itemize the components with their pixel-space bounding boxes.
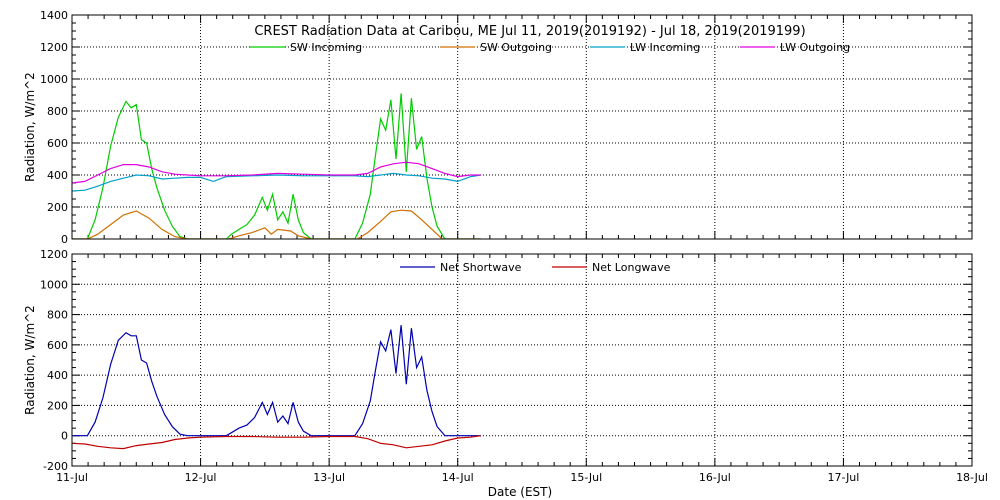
series-lw-outgoing-line (72, 161, 481, 184)
top-y-tick-label: 1000 (40, 73, 68, 86)
top-y-tick-label: 800 (47, 105, 68, 118)
x-axis-tick-labels: 11-Jul 12-Jul 13-Jul 14-Jul 15-Jul 16-Jul 17-J… (56, 471, 988, 484)
bottom-legend: Net Shortwave Net Longwave (400, 261, 671, 274)
series-sw-incoming-line (72, 93, 481, 239)
bottom-y-tick-label: 1200 (40, 248, 68, 261)
series-sw-outgoing-line (72, 209, 481, 239)
bottom-y-tick-label: 600 (47, 339, 68, 352)
x-tick-label: 11-Jul (56, 471, 88, 484)
x-tick-label: 14-Jul (442, 471, 474, 484)
series-lw-incoming-line (72, 172, 481, 192)
x-tick-label: 16-Jul (699, 471, 731, 484)
bottom-series-lines (72, 325, 481, 450)
top-y-tick-label: 400 (47, 169, 68, 182)
legend-sw-incoming-label: SW Incoming (290, 41, 362, 54)
top-y-tick-label: 600 (47, 137, 68, 150)
top-legend: SW Incoming SW Outgoing LW Incoming LW Outg… (250, 41, 850, 54)
series-net-longwave-line (72, 435, 481, 450)
bottom-y-tick-label: 0 (61, 430, 68, 443)
bottom-y-axis-label: Radiation, W/m^2 (23, 305, 37, 415)
bottom-y-tick-label: 400 (47, 369, 68, 382)
top-y-tick-label: 1200 (40, 41, 68, 54)
bottom-y-tick-label: 800 (47, 309, 68, 322)
bottom-gridlines (72, 254, 972, 466)
x-tick-label: 13-Jul (313, 471, 345, 484)
bottom-plot-frame (71, 253, 973, 467)
legend-lw-outgoing-label: LW Outgoing (780, 41, 850, 54)
x-tick-label: 17-Jul (827, 471, 859, 484)
top-y-tick-label: 0 (61, 233, 68, 246)
top-series-lines (72, 93, 481, 239)
series-net-shortwave-line (72, 325, 481, 437)
top-plot-frame (71, 14, 973, 240)
top-y-axis-label: Radiation, W/m^2 (23, 72, 37, 182)
chart-title: CREST Radiation Data at Caribou, ME Jul … (254, 24, 805, 39)
bottom-y-tick-label: 1000 (40, 278, 68, 291)
top-gridlines (72, 15, 972, 239)
x-tick-label: 18-Jul (956, 471, 988, 484)
top-y-tick-label: 200 (47, 201, 68, 214)
legend-sw-outgoing-label: SW Outgoing (480, 41, 552, 54)
top-panel: CREST Radiation Data at Caribou, ME Jul … (23, 9, 973, 246)
x-tick-label: 12-Jul (185, 471, 217, 484)
legend-lw-incoming-label: LW Incoming (630, 41, 700, 54)
bottom-y-tick-label: 200 (47, 399, 68, 412)
legend-net-longwave-label: Net Longwave (592, 261, 671, 274)
x-axis-label: Date (EST) (488, 485, 552, 499)
x-tick-label: 15-Jul (570, 471, 602, 484)
bottom-y-tick-label: -200 (43, 460, 68, 473)
top-y-tick-label: 1400 (40, 9, 68, 22)
legend-net-shortwave-label: Net Shortwave (440, 261, 522, 274)
bottom-panel: Radiation, W/m^2 Date (EST) -200 0 200 400 6… (23, 248, 988, 499)
